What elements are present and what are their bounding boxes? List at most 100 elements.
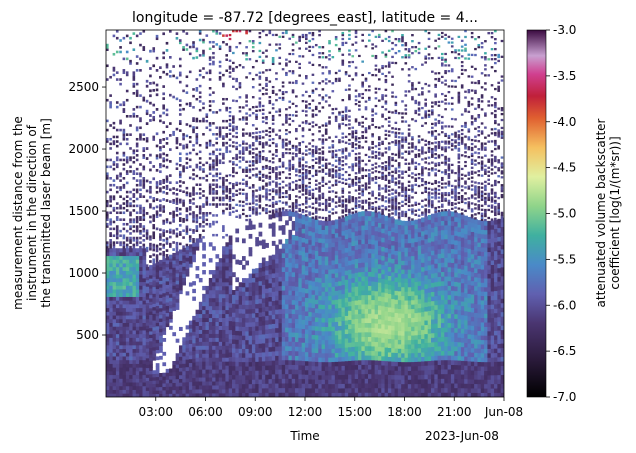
heat-cell [334, 339, 339, 345]
heat-cell [195, 381, 200, 386]
heat-cell [255, 299, 259, 305]
heat-cell [205, 297, 210, 303]
heat-cell [348, 355, 352, 361]
heat-cell [258, 392, 263, 397]
heat-cell [159, 182, 162, 186]
heat-cell [145, 322, 150, 326]
heat-cell [305, 100, 308, 103]
heat-cell [212, 62, 215, 66]
heat-cell [145, 292, 150, 297]
heat-cell [301, 365, 306, 371]
heat-cell [185, 161, 189, 165]
heat-cell [152, 343, 157, 348]
heat-cell [328, 196, 331, 199]
heat-cell [202, 163, 205, 167]
heat-cell [175, 232, 179, 236]
heat-cell [115, 144, 119, 148]
heat-cell [265, 184, 268, 187]
heat-cell [258, 321, 263, 326]
heat-cell [321, 238, 326, 244]
heat-cell [338, 204, 341, 207]
heat-cell [324, 374, 329, 380]
heat-cell [328, 54, 331, 57]
heat-cell [298, 351, 303, 357]
heat-cell [281, 378, 286, 384]
heat-cell [185, 363, 190, 368]
heat-cell [125, 311, 130, 316]
heat-cell [152, 356, 157, 361]
heat-cell [208, 203, 212, 206]
heat-cell [255, 277, 259, 282]
heat-cell [162, 255, 165, 259]
heat-cell [251, 268, 256, 274]
heat-cell [106, 137, 109, 141]
heat-cell [338, 338, 342, 344]
heat-cell [122, 234, 126, 238]
heat-cell [311, 188, 315, 192]
heat-cell [351, 309, 356, 315]
heat-cell [225, 150, 228, 154]
heat-cell [318, 204, 321, 207]
heat-cell [321, 150, 325, 153]
heat-cell [255, 352, 259, 358]
heat-cell [192, 94, 195, 98]
heat-cell [218, 266, 223, 271]
heat-cell [159, 386, 163, 391]
heat-cell [162, 152, 165, 156]
heat-cell [112, 333, 117, 338]
heat-cell [135, 218, 139, 221]
heat-cell [129, 352, 133, 357]
heat-cell [152, 393, 157, 397]
heat-cell [132, 270, 137, 275]
heat-cell [162, 393, 167, 397]
heat-cell [208, 349, 213, 354]
heat-cell [271, 273, 276, 279]
heat-cell [354, 137, 358, 140]
heat-cell [261, 146, 265, 149]
heat-cell [298, 286, 303, 292]
heat-cell [328, 172, 331, 175]
heat-cell [288, 161, 292, 164]
heat-cell [328, 352, 332, 358]
heat-cell [305, 114, 308, 117]
heat-cell [328, 247, 332, 252]
heat-cell [341, 235, 346, 241]
heat-cell [351, 323, 356, 329]
heat-cell [122, 71, 126, 74]
heat-cell [132, 259, 137, 264]
heat-cell [348, 324, 352, 330]
heat-cell [308, 302, 313, 308]
heat-cell [202, 313, 206, 319]
heat-cell [169, 315, 173, 320]
heat-cell [185, 355, 190, 360]
heat-cell [251, 160, 255, 163]
heat-cell [175, 213, 179, 217]
heat-cell [178, 282, 183, 287]
heat-cell [341, 152, 345, 155]
heat-cell [295, 195, 298, 198]
heat-cell [228, 365, 233, 371]
heat-cell [258, 186, 262, 189]
heat-cell [291, 350, 296, 356]
heat-cell [232, 365, 236, 371]
heat-cell [334, 357, 339, 362]
heat-cell [265, 306, 269, 312]
heat-cell [265, 261, 269, 266]
heat-cell [198, 38, 202, 42]
heat-cell [295, 360, 299, 366]
heat-cell [142, 326, 147, 331]
heat-cell [235, 141, 238, 145]
heat-cell [241, 370, 246, 376]
heat-cell [208, 389, 213, 394]
heat-cell [115, 156, 119, 159]
heat-cell [341, 43, 345, 47]
heat-cell [348, 328, 352, 334]
heat-cell [358, 220, 362, 226]
heat-cell [135, 367, 140, 372]
heat-cell [169, 231, 172, 234]
heat-cell [125, 277, 130, 283]
heat-cell [175, 305, 180, 310]
heat-cell [318, 196, 321, 199]
heat-cell [178, 233, 182, 236]
heat-cell [152, 115, 156, 119]
